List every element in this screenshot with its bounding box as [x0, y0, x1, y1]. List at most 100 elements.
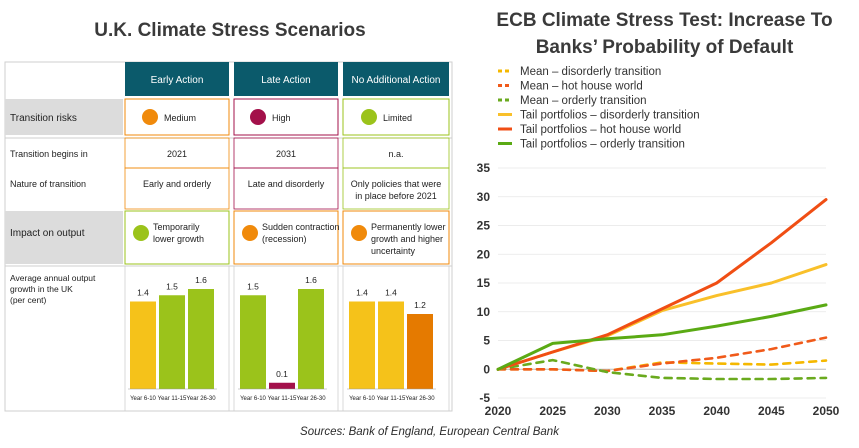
cell-nature-none [342, 167, 450, 210]
impact-early-line-1: Temporarily [153, 222, 200, 232]
x-tick-label: 2020 [485, 404, 512, 418]
growth-bar [240, 295, 266, 389]
growth-category-label: Year 6-10 [130, 396, 156, 402]
risk-dot-high [250, 109, 266, 125]
cell-risk-none [342, 98, 450, 136]
series-line [496, 303, 828, 371]
growth-category-label: Year 6-10 [240, 396, 266, 402]
nature-value-late: Late and disorderly [248, 179, 325, 189]
impact-dot-early [133, 225, 149, 241]
row-label-transition-risks: Transition risks [10, 113, 77, 124]
begins-value-early: 2021 [167, 149, 187, 159]
growth-bar [407, 314, 433, 389]
scenario-table: Early Action Late Action No Additional A… [4, 61, 453, 412]
growth-bar-value-label: 1.5 [166, 281, 178, 291]
cell-nature-late [233, 167, 339, 210]
column-header-no-additional-action [343, 62, 449, 96]
growth-category-label: Year 26-30 [296, 396, 326, 402]
x-tick-label: 2035 [649, 404, 676, 418]
growth-bar-value-label: 1.5 [247, 281, 259, 291]
column-label-late-action: Late Action [261, 75, 310, 86]
row-header-impact [5, 211, 123, 264]
growth-bar-value-label: 1.6 [195, 275, 207, 285]
cell-growth-late [233, 265, 339, 412]
y-tick-label: 35 [477, 161, 491, 175]
series-line [496, 336, 828, 373]
right-chart-title: ECB Climate Stress Test: Increase To Ban… [470, 7, 859, 61]
nature-value-early: Early and orderly [143, 179, 212, 189]
y-tick-label: 30 [477, 190, 491, 204]
legend-label: Tail portfolios – hot house world [520, 124, 681, 136]
left-chart-title: U.K. Climate Stress Scenarios [94, 20, 366, 41]
growth-bar [349, 301, 375, 389]
growth-bar-value-label: 1.2 [414, 300, 426, 310]
column-header-late-action [234, 62, 338, 96]
series-line [496, 358, 828, 381]
growth-bar [188, 289, 214, 389]
x-tick-label: 2050 [813, 404, 840, 418]
growth-label-line-1: Average annual output [10, 273, 96, 283]
pd-line-chart: Mean – disorderly transition Mean – hot h… [477, 66, 840, 418]
growth-bar-charts: 1.4 Year 6-10 1.5 Year 11-15 1.6 Year 26-30 1.… [128, 275, 436, 402]
y-tick-label: 0 [483, 362, 490, 376]
risk-dot-limited [361, 109, 377, 125]
x-tick-label: 2040 [703, 404, 730, 418]
impact-none-line-2: growth and higher [371, 234, 443, 244]
row-header-transition-risks [5, 99, 123, 135]
cell-growth-early [124, 265, 230, 412]
x-tick-label: 2045 [758, 404, 785, 418]
growth-label-line-3: (per cent) [10, 295, 47, 305]
y-tick-label: 10 [477, 305, 491, 319]
growth-label-line-2: growth in the UK [10, 284, 73, 294]
growth-bar-value-label: 1.4 [356, 288, 368, 298]
legend-label: Mean – orderly transition [520, 95, 647, 107]
column-label-no-additional-action: No Additional Action [352, 75, 441, 86]
risk-value-early: Medium [164, 113, 196, 123]
risk-value-late: High [272, 113, 291, 123]
begins-value-none: n.a. [388, 149, 403, 159]
nature-value-none-line-2: in place before 2021 [355, 191, 437, 201]
risk-dot-medium [142, 109, 158, 125]
growth-category-label: Year 26-30 [186, 396, 216, 402]
growth-category-label: Year 11-15 [268, 396, 297, 402]
series-line [496, 198, 828, 371]
growth-bar [378, 301, 404, 389]
chart-legend: Mean – disorderly transition Mean – hot h… [498, 66, 700, 151]
legend-label: Mean – hot house world [520, 81, 643, 93]
growth-bar-value-label: 0.1 [276, 369, 288, 379]
legend-label: Tail portfolios – orderly transition [520, 139, 685, 151]
x-tick-label: 2030 [594, 404, 621, 418]
impact-none-line-3: uncertainty [371, 246, 416, 256]
growth-bar [298, 289, 324, 389]
nature-value-none-line-1: Only policies that were [351, 179, 442, 189]
cell-nature-early [124, 167, 230, 210]
begins-value-late: 2031 [276, 149, 296, 159]
impact-dot-none [351, 225, 367, 241]
column-header-early-action [125, 62, 229, 96]
impact-late-line-1: Sudden contraction [262, 222, 340, 232]
growth-category-label: Year 6-10 [349, 396, 375, 402]
impact-dot-late [242, 225, 258, 241]
y-tick-label: -5 [479, 391, 490, 405]
growth-bar-value-label: 1.4 [385, 288, 397, 298]
growth-bar-value-label: 1.4 [137, 288, 149, 298]
y-tick-label: 15 [477, 276, 491, 290]
row-label-transition-begins: Transition begins in [10, 149, 88, 159]
source-note: Sources: Bank of England, European Centr… [300, 426, 559, 438]
growth-bar [269, 382, 295, 389]
y-tick-label: 20 [477, 247, 491, 261]
growth-category-label: Year 26-30 [405, 396, 435, 402]
growth-category-label: Year 11-15 [158, 396, 187, 402]
growth-bar [159, 295, 185, 389]
column-label-early-action: Early Action [151, 75, 204, 86]
growth-bar-value-label: 1.6 [305, 275, 317, 285]
row-label-impact: Impact on output [10, 228, 85, 239]
x-tick-label: 2025 [539, 404, 566, 418]
impact-late-line-2: (recession) [262, 234, 307, 244]
y-tick-label: 5 [483, 334, 490, 348]
impact-none-line-1: Permanently lower [371, 222, 446, 232]
impact-early-line-2: lower growth [153, 234, 204, 244]
growth-category-label: Year 11-15 [377, 396, 406, 402]
right-title-line-1: ECB Climate Stress Test: Increase To [496, 10, 833, 31]
risk-value-none: Limited [383, 113, 412, 123]
